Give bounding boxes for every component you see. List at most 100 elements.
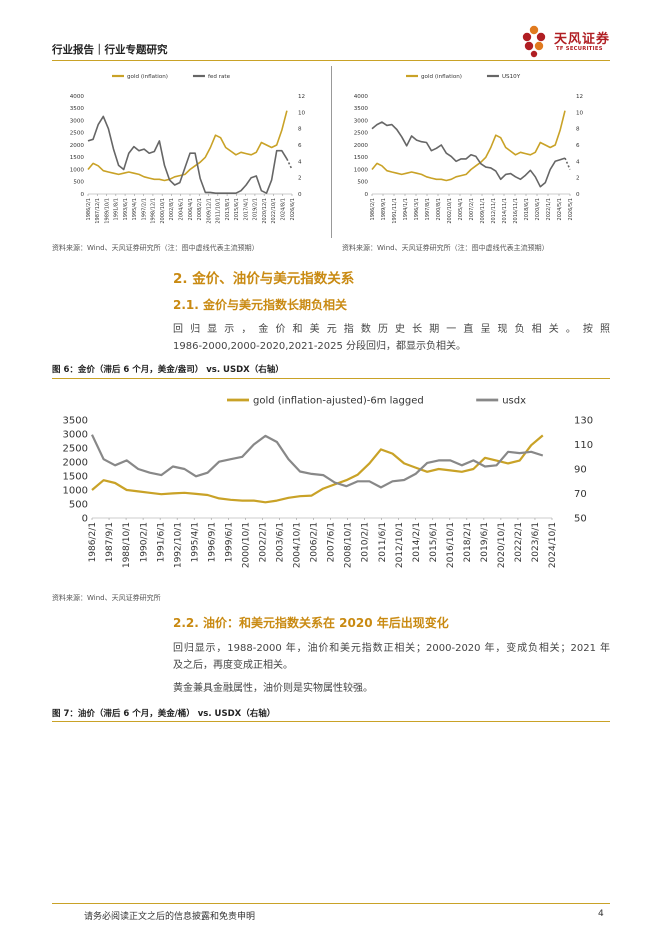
- x-tick-17: 2017/4/1: [243, 198, 249, 220]
- legend-label-1: usdx: [502, 396, 526, 407]
- brand-name: 天风证券: [554, 32, 611, 47]
- y-tick-8: 4000: [70, 94, 85, 100]
- section-heading-2: 2. 金价、油价与美元指数关系: [173, 271, 355, 287]
- x-tick-11: 2003/6/1: [276, 522, 286, 562]
- chart-gold-vs-us10y: gold (inflation) US10Y 0 500 1000 1500 2000 250…: [354, 74, 584, 224]
- x-tick-21: 2016/10/1: [446, 522, 456, 568]
- x-tick-27: 2024/10/1: [548, 522, 558, 568]
- y2-tick-4: 130: [574, 416, 593, 427]
- y-tick-6: 3000: [63, 430, 88, 441]
- x-tick-13: 2009/12/1: [206, 198, 212, 224]
- x-tick-20: 2015/6/1: [429, 522, 439, 562]
- x-tick-20: 2022/10/1: [271, 198, 277, 224]
- x-tick-12: 2008/2/1: [197, 198, 203, 220]
- legend-label-1: US10Y: [502, 74, 521, 80]
- y-tick-1: 500: [357, 180, 368, 186]
- x-tick-6: 2000/8/1: [436, 198, 442, 220]
- legend-label-0: gold (inflation-ajusted)-6m lagged: [253, 396, 424, 407]
- y-tick-8: 4000: [354, 94, 369, 100]
- y2-tick-0: 0: [298, 192, 302, 198]
- y-tick-0: 0: [364, 192, 368, 198]
- y-tick-5: 2500: [63, 444, 88, 455]
- y-tick-3: 1500: [70, 155, 85, 161]
- x-tick-3: 1990/2/1: [139, 522, 149, 562]
- x-tick-6: 1997/2/1: [141, 198, 147, 220]
- x-tick-8: 2000/10/1: [160, 198, 166, 224]
- x-tick-22: 2018/2/1: [463, 522, 473, 562]
- x-tick-3: 1991/8/1: [114, 198, 120, 220]
- x-tick-1: 1987/12/1: [95, 198, 101, 224]
- page-number: 4: [598, 909, 604, 919]
- y2-tick-4: 8: [298, 127, 302, 133]
- footer-divider: [52, 903, 610, 904]
- x-tick-13: 2016/11/1: [513, 198, 519, 224]
- figure-7-divider: [52, 721, 610, 722]
- legend-label-0: gold (inflation): [421, 74, 462, 80]
- x-tick-25: 2022/2/1: [514, 522, 524, 562]
- y-tick-5: 2500: [354, 131, 369, 137]
- y2-tick-5: 10: [298, 110, 306, 116]
- x-tick-10: 2009/11/1: [480, 198, 486, 224]
- y2-tick-6: 12: [298, 94, 305, 100]
- x-tick-9: 2002/8/1: [169, 198, 175, 220]
- report-header-title: 行业报告｜行业专题研究: [52, 44, 168, 56]
- legend-label-1: fed rate: [208, 74, 231, 80]
- y-tick-5: 2500: [70, 131, 85, 137]
- x-tick-0: 1986/2/1: [370, 198, 376, 220]
- source-note-right: 资料来源：Wind、天风证券研究所（注：图中虚线代表主流预期）: [342, 244, 549, 252]
- x-tick-11: 2012/11/1: [491, 198, 497, 224]
- y2-tick-1: 2: [576, 176, 580, 182]
- y-tick-6: 3000: [354, 118, 369, 124]
- x-tick-14: 2011/10/1: [216, 198, 222, 224]
- paragraph-2-1-line-2: 1986-2000,2000-2020,2021-2025 分段回归，都显示负相…: [173, 341, 467, 352]
- x-tick-17: 2011/6/1: [378, 522, 388, 562]
- x-tick-16: 2010/2/1: [361, 522, 371, 562]
- x-tick-15: 2013/8/1: [225, 198, 231, 220]
- y2-tick-4: 8: [576, 127, 580, 133]
- x-tick-7: 1996/9/1: [207, 522, 217, 562]
- x-tick-1: 1989/9/1: [381, 198, 387, 220]
- y-tick-1: 500: [73, 180, 84, 186]
- x-tick-4: 1991/6/1: [156, 522, 166, 562]
- legend-label-0: gold (inflation): [127, 74, 168, 80]
- x-tick-24: 2020/10/1: [497, 522, 507, 568]
- series-line-0: [87, 110, 288, 182]
- tf-securities-logo-icon: [522, 25, 546, 58]
- x-tick-2: 1991/11/1: [392, 198, 398, 224]
- x-tick-3: 1994/1/1: [403, 198, 409, 220]
- x-tick-2: 1989/10/1: [104, 198, 110, 224]
- x-tick-4: 1996/3/1: [414, 198, 420, 220]
- series-line-0: [371, 110, 566, 182]
- x-tick-5: 1995/4/1: [132, 198, 138, 220]
- chart-gold-vs-fed-rate: gold (inflation) fed rate 0 500 1000 1500 2000…: [70, 74, 306, 224]
- y-tick-4: 2000: [63, 458, 88, 469]
- y2-tick-6: 12: [576, 94, 583, 100]
- header-divider: [52, 60, 610, 61]
- series-line-1: [91, 434, 544, 489]
- figure-6-divider: [52, 378, 610, 379]
- x-tick-15: 2020/6/1: [535, 198, 541, 220]
- y2-tick-0: 0: [576, 192, 580, 198]
- x-tick-15: 2008/10/1: [344, 522, 354, 568]
- x-tick-7: 2002/10/1: [447, 198, 453, 224]
- figure-7-caption: 图 7：油价（滞后 6 个月，美金/桶） vs. USDX（右轴）: [52, 709, 276, 719]
- y-tick-7: 3500: [70, 106, 85, 112]
- x-tick-18: 2012/10/1: [395, 522, 405, 568]
- footer-disclaimer: 请务必阅读正文之后的信息披露和免责申明: [84, 912, 256, 922]
- section-heading-2-1: 2.1. 金价与美元指数长期负相关: [173, 298, 347, 312]
- x-tick-9: 2000/10/1: [241, 522, 251, 568]
- x-tick-5: 1997/8/1: [425, 198, 431, 220]
- x-tick-26: 2023/6/1: [531, 522, 541, 562]
- x-tick-13: 2006/2/1: [310, 522, 320, 562]
- y2-tick-3: 110: [574, 440, 593, 451]
- chart-column-divider: [331, 66, 332, 238]
- x-tick-14: 2007/6/1: [327, 522, 337, 562]
- x-tick-2: 1988/10/1: [122, 522, 132, 568]
- y2-tick-1: 70: [574, 489, 587, 500]
- paragraph-2-2-line-1: 回归显示，1988-2000 年，油价和美元指数正相关；2000-2020 年，…: [173, 643, 610, 654]
- y-tick-0: 0: [82, 514, 88, 525]
- x-tick-0: 1986/2/1: [88, 522, 98, 562]
- x-tick-16: 2022/1/1: [546, 198, 552, 220]
- y-tick-2: 1000: [354, 167, 369, 173]
- x-tick-9: 2007/2/1: [469, 198, 475, 220]
